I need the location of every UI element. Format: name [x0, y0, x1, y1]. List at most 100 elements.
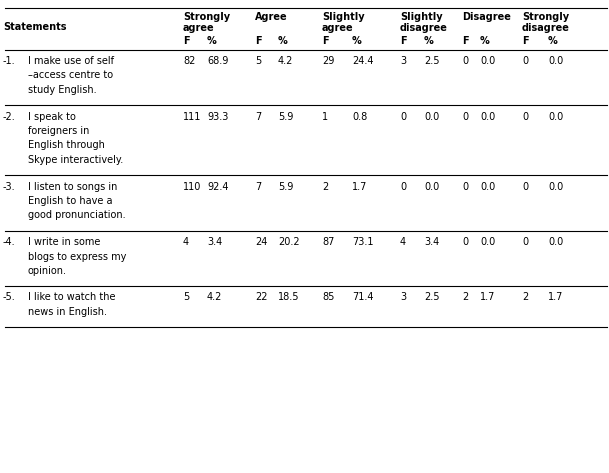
Text: Statements: Statements — [3, 22, 66, 32]
Text: agree: agree — [183, 23, 214, 33]
Text: 0.0: 0.0 — [424, 182, 439, 192]
Text: 20.2: 20.2 — [278, 237, 300, 247]
Text: 24: 24 — [255, 237, 267, 247]
Text: I speak to: I speak to — [28, 112, 76, 122]
Text: 5.9: 5.9 — [278, 182, 294, 192]
Text: 4: 4 — [183, 237, 189, 247]
Text: F: F — [462, 36, 468, 46]
Text: 4.2: 4.2 — [278, 56, 294, 66]
Text: -3.: -3. — [3, 182, 16, 192]
Text: opinion.: opinion. — [28, 266, 67, 276]
Text: F: F — [322, 36, 329, 46]
Text: disagree: disagree — [522, 23, 570, 33]
Text: Agree: Agree — [255, 12, 287, 22]
Text: Slightly: Slightly — [322, 12, 365, 22]
Text: disagree: disagree — [400, 23, 448, 33]
Text: 7: 7 — [255, 112, 261, 122]
Text: %: % — [207, 36, 217, 46]
Text: 4: 4 — [400, 237, 406, 247]
Text: %: % — [424, 36, 434, 46]
Text: 0.0: 0.0 — [480, 112, 495, 122]
Text: 1.7: 1.7 — [480, 292, 495, 303]
Text: 0.8: 0.8 — [352, 112, 367, 122]
Text: 0: 0 — [522, 112, 528, 122]
Text: 3.4: 3.4 — [424, 237, 439, 247]
Text: 1.7: 1.7 — [548, 292, 563, 303]
Text: Strongly: Strongly — [522, 12, 569, 22]
Text: F: F — [400, 36, 407, 46]
Text: 92.4: 92.4 — [207, 182, 228, 192]
Text: I make use of self: I make use of self — [28, 56, 114, 66]
Text: -1.: -1. — [3, 56, 16, 66]
Text: 0.0: 0.0 — [480, 237, 495, 247]
Text: %: % — [352, 36, 362, 46]
Text: study English.: study English. — [28, 85, 97, 95]
Text: -4.: -4. — [3, 237, 16, 247]
Text: 73.1: 73.1 — [352, 237, 373, 247]
Text: 5: 5 — [255, 56, 261, 66]
Text: agree: agree — [322, 23, 354, 33]
Text: 1: 1 — [322, 112, 328, 122]
Text: Skype interactively.: Skype interactively. — [28, 155, 123, 165]
Text: 110: 110 — [183, 182, 202, 192]
Text: 85: 85 — [322, 292, 334, 303]
Text: 0.0: 0.0 — [548, 56, 563, 66]
Text: 7: 7 — [255, 182, 261, 192]
Text: 0: 0 — [522, 182, 528, 192]
Text: 0: 0 — [462, 56, 468, 66]
Text: 0.0: 0.0 — [480, 182, 495, 192]
Text: 2: 2 — [322, 182, 328, 192]
Text: English to have a: English to have a — [28, 196, 113, 206]
Text: news in English.: news in English. — [28, 307, 107, 317]
Text: blogs to express my: blogs to express my — [28, 252, 127, 262]
Text: F: F — [183, 36, 189, 46]
Text: 0: 0 — [462, 237, 468, 247]
Text: English through: English through — [28, 140, 105, 150]
Text: I listen to songs in: I listen to songs in — [28, 182, 118, 192]
Text: 0.0: 0.0 — [548, 112, 563, 122]
Text: Disagree: Disagree — [462, 12, 511, 22]
Text: 5: 5 — [183, 292, 189, 303]
Text: 3: 3 — [400, 292, 406, 303]
Text: %: % — [278, 36, 287, 46]
Text: 22: 22 — [255, 292, 267, 303]
Text: 93.3: 93.3 — [207, 112, 228, 122]
Text: 0: 0 — [522, 237, 528, 247]
Text: 3.4: 3.4 — [207, 237, 222, 247]
Text: Slightly: Slightly — [400, 12, 443, 22]
Text: 2: 2 — [462, 292, 468, 303]
Text: F: F — [255, 36, 262, 46]
Text: 24.4: 24.4 — [352, 56, 373, 66]
Text: good pronunciation.: good pronunciation. — [28, 210, 125, 220]
Text: %: % — [480, 36, 490, 46]
Text: 2.5: 2.5 — [424, 292, 440, 303]
Text: 111: 111 — [183, 112, 202, 122]
Text: %: % — [548, 36, 558, 46]
Text: 0: 0 — [400, 182, 406, 192]
Text: 3: 3 — [400, 56, 406, 66]
Text: 0: 0 — [462, 112, 468, 122]
Text: 0: 0 — [522, 56, 528, 66]
Text: 0: 0 — [400, 112, 406, 122]
Text: 0.0: 0.0 — [480, 56, 495, 66]
Text: 4.2: 4.2 — [207, 292, 222, 303]
Text: 5.9: 5.9 — [278, 112, 294, 122]
Text: foreigners in: foreigners in — [28, 126, 90, 136]
Text: 87: 87 — [322, 237, 334, 247]
Text: 0.0: 0.0 — [548, 182, 563, 192]
Text: 2: 2 — [522, 292, 528, 303]
Text: 82: 82 — [183, 56, 195, 66]
Text: I write in some: I write in some — [28, 237, 100, 247]
Text: 0.0: 0.0 — [424, 112, 439, 122]
Text: –access centre to: –access centre to — [28, 70, 113, 80]
Text: 71.4: 71.4 — [352, 292, 373, 303]
Text: I like to watch the: I like to watch the — [28, 292, 116, 303]
Text: 2.5: 2.5 — [424, 56, 440, 66]
Text: 18.5: 18.5 — [278, 292, 300, 303]
Text: 0.0: 0.0 — [548, 237, 563, 247]
Text: -5.: -5. — [3, 292, 16, 303]
Text: 1.7: 1.7 — [352, 182, 367, 192]
Text: 0: 0 — [462, 182, 468, 192]
Text: 68.9: 68.9 — [207, 56, 228, 66]
Text: 29: 29 — [322, 56, 334, 66]
